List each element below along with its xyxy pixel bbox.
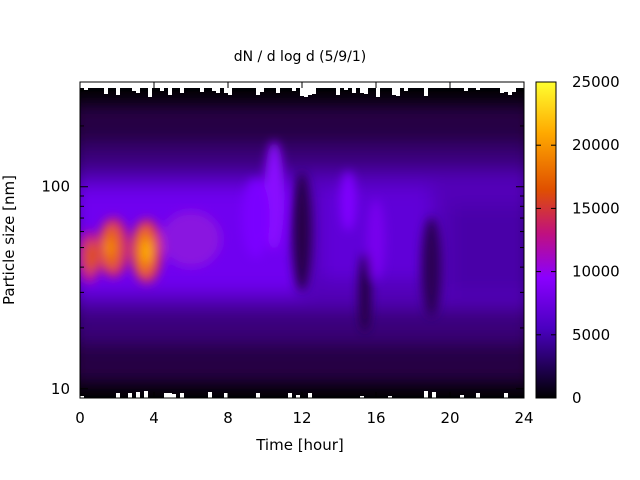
colorbar-ticks: 0 5000 10000 15000 20000 25000: [536, 73, 620, 407]
colorbar-tick-label: 0: [572, 389, 582, 407]
heatmap-area: [80, 82, 524, 398]
x-tick-label: 20: [440, 409, 459, 427]
colorbar-tick-label: 5000: [572, 326, 610, 344]
colorbar-tick-label: 15000: [572, 199, 620, 217]
x-tick-label: 12: [292, 409, 311, 427]
x-axis-ticks: 0 4 8 12 16 20 24: [75, 82, 534, 427]
y-axis-title: Particle size [nm]: [0, 175, 18, 305]
y-tick-label: 100: [41, 178, 70, 196]
chart-title: dN / d log d (5/9/1): [234, 49, 367, 65]
y-tick-label: 10: [51, 380, 70, 398]
colorbar-tick-label: 10000: [572, 263, 620, 281]
y-axis-ticks: 10 100: [41, 89, 524, 398]
x-tick-label: 8: [223, 409, 233, 427]
x-tick-label: 0: [75, 409, 85, 427]
x-tick-label: 4: [149, 409, 159, 427]
colorbar-tick-label: 25000: [572, 73, 620, 91]
x-tick-label: 24: [514, 409, 533, 427]
colorbar: [535, 81, 557, 399]
x-axis-title: Time [hour]: [255, 436, 344, 454]
colorbar-tick-label: 20000: [572, 136, 620, 154]
x-tick-label: 16: [366, 409, 385, 427]
